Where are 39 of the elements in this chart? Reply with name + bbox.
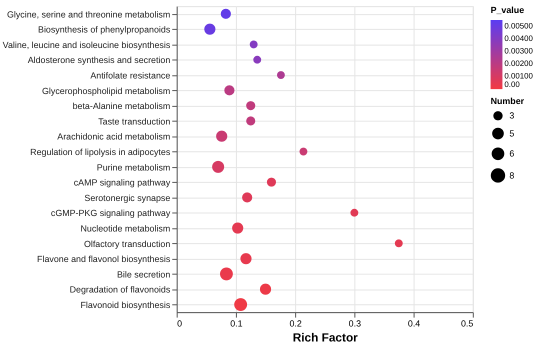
x-tick-label: 0.2 [289,318,302,328]
y-tick-label: Flavonoid biosynthesis [80,300,171,310]
y-tick-label: Flavone and flavonol biosynthesis [37,254,171,264]
color-bar-label: 0.00200 [504,58,534,68]
color-bar-label: 0.00 [504,80,520,90]
x-axis-title: Rich Factor [292,330,358,344]
y-tick-label: Nucleotide metabolism [80,223,170,234]
x-tick-label: 0.1 [230,318,243,328]
color-bar-label: 0.00100 [504,72,534,81]
legend-label: 8 [509,170,514,180]
x-tick-label: 0.3 [348,318,362,328]
y-tick-label: Taste transduction [98,116,170,126]
y-tick-label: Biosynthesis of phenylpropanoids [38,24,171,35]
y-tick-label: Regulation of lipolysis in adipocytes [30,146,171,157]
color-bar-title: P_value [490,5,524,16]
legend-label: 6 [509,148,514,159]
y-tick-label: cAMP signaling pathway [74,178,171,188]
y-tick-label: Glycine, serine and threonine metabolism [6,9,170,20]
color-bar-label: 0.00400 [504,34,534,43]
y-tick-label: Bile secretion [116,269,170,280]
color-bar-label: 0.00300 [504,46,534,56]
y-tick-label: Arachidonic acid metabolism [57,132,170,142]
y-tick-label: Antifolate resistance [90,70,170,80]
legend-label: 5 [509,128,514,138]
y-tick-label: beta-Alanine metabolism [72,101,170,112]
x-tick-label: 0 [177,318,182,328]
color-bar-label: 0.00500 [504,21,534,30]
x-tick-label: 0.5 [460,318,474,328]
y-tick-label: Valine, leucine and isoleucine biosynthesis [2,40,171,50]
legend-title: Number [490,96,525,106]
y-tick-label: Serotonergic synapse [84,192,170,203]
y-tick-label: Purine metabolism [96,162,170,172]
y-tick-label: Olfactory transduction [84,238,170,249]
y-tick-label: Glycerophospholipid metabolism [42,86,170,96]
y-tick-label: cGMP-PKG signaling pathway [50,208,171,218]
x-tick-label: 0.4 [408,318,420,328]
y-tick-label: Aldosterone synthesis and secretion [28,55,170,66]
y-tick-label: Degradation of flavonoids [70,284,171,295]
legend-label: 3 [509,110,514,121]
